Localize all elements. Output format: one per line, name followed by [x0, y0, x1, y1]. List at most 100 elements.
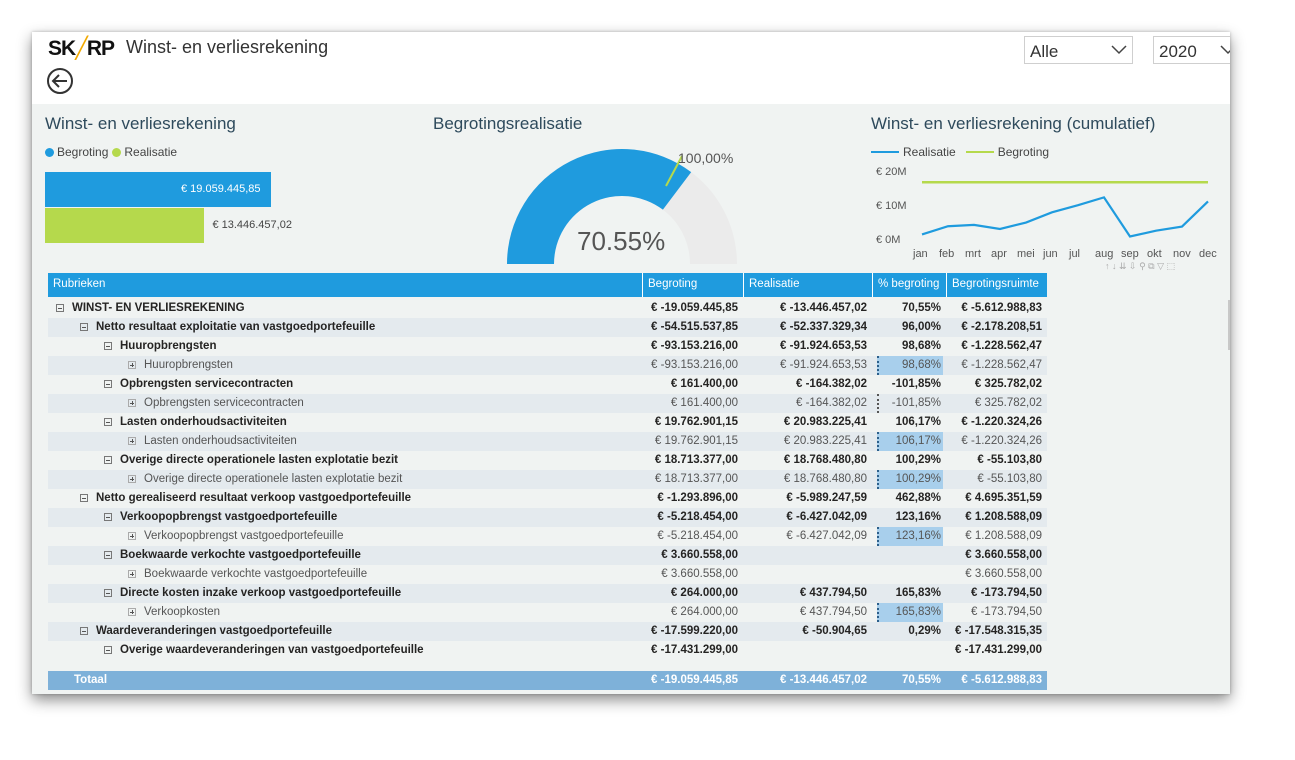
- year-slicer[interactable]: 2020: [1153, 36, 1230, 64]
- gauge-target-label: 100,00%: [678, 150, 734, 166]
- row-label: Boekwaarde verkochte vastgoedportefeuill…: [120, 549, 361, 561]
- total-ruimte: € -5.612.988,83: [961, 674, 1042, 686]
- legend-item-realisatie[interactable]: Realisatie: [871, 145, 956, 159]
- column-header-begrotingsruimte[interactable]: Begrotingsruimte: [946, 273, 1047, 297]
- column-header-realisatie[interactable]: Realisatie: [743, 273, 872, 297]
- table-row: Huuropbrengsten € -93.153.216,00 € -91.924…: [48, 356, 1047, 375]
- cell-pct: [872, 565, 941, 584]
- expand-icon[interactable]: [128, 361, 136, 369]
- row-label: Huuropbrengsten: [144, 359, 233, 371]
- cell-ruimte: € 3.660.558,00: [965, 549, 1042, 561]
- table-row: Directe kosten inzake verkoop vastgoedpo…: [48, 584, 1047, 603]
- collapse-icon[interactable]: [104, 551, 112, 559]
- bar-realisatie[interactable]: [45, 208, 205, 243]
- y-tick-label: € 0M: [876, 234, 901, 246]
- cell-ruimte: € -55.103,80: [977, 454, 1042, 466]
- x-tick-label: aug: [1095, 248, 1114, 260]
- cell-ruimte: € -55.103,80: [977, 473, 1042, 485]
- back-arrow-icon[interactable]: [46, 67, 74, 95]
- expand-icon[interactable]: [128, 570, 136, 578]
- legend-dot: [45, 147, 54, 157]
- report-frame: SK╱RP Winst- en verliesrekening Alle 202…: [32, 32, 1230, 694]
- cell-begroting: € 19.762.901,15: [654, 435, 738, 447]
- legend-item-begroting[interactable]: Begroting: [965, 145, 1049, 159]
- column-header-begroting[interactable]: Begroting: [642, 273, 743, 297]
- cell-ruimte: € -17.548.315,35: [955, 625, 1042, 637]
- category-slicer-value: Alle: [1030, 42, 1059, 61]
- cell-pct: -101,85%: [891, 397, 941, 409]
- gauge-target-line: [665, 155, 683, 187]
- table-row: Boekwaarde verkochte vastgoedportefeuill…: [48, 565, 1047, 584]
- collapse-icon[interactable]: [104, 456, 112, 464]
- cell-ruimte: € 1.208.588,09: [965, 511, 1042, 523]
- expand-icon[interactable]: [128, 399, 136, 407]
- cell-begroting: € 19.762.901,15: [654, 416, 738, 428]
- visual-header-icons[interactable]: ↑ ↓ ⇊ ⇩ ⚲ ⧉ ▽ ⬚: [1105, 261, 1176, 271]
- row-label: Opbrengsten servicecontracten: [144, 397, 304, 409]
- total-label: Totaal: [74, 674, 108, 686]
- legend-item-realisatie[interactable]: Realisatie: [112, 145, 177, 159]
- cell-begroting: € 161.400,00: [670, 378, 738, 390]
- collapse-icon[interactable]: [104, 380, 112, 388]
- cell-realisatie: € -52.337.329,34: [780, 321, 867, 333]
- cell-realisatie: € 437.794,50: [799, 587, 867, 599]
- collapse-icon[interactable]: [80, 323, 88, 331]
- cell-realisatie: € -50.904,65: [802, 625, 867, 637]
- series-line-realisatie[interactable]: [921, 196, 1209, 238]
- expand-icon[interactable]: [128, 475, 136, 483]
- x-tick-label: feb: [939, 248, 955, 260]
- cell-ruimte: € -1.228.562,47: [961, 340, 1042, 352]
- cell-realisatie: € -91.924.653,53: [780, 340, 867, 352]
- cell-begroting: € -1.293.896,00: [657, 492, 738, 504]
- expand-icon[interactable]: [128, 608, 136, 616]
- table-row: Overige waardeveranderingen van vastgoed…: [48, 641, 1047, 660]
- row-label: Waardeveranderingen vastgoedportefeuille: [96, 625, 333, 637]
- cell-begroting: € 3.660.558,00: [661, 549, 738, 561]
- collapse-icon[interactable]: [104, 342, 112, 350]
- cell-pct: 165,83%: [895, 606, 941, 618]
- top-bar: SK╱RP Winst- en verliesrekening Alle 202…: [32, 32, 1230, 104]
- bar-data-label: € 19.059.445,85: [181, 183, 261, 195]
- cell-pct: 100,29%: [895, 473, 941, 485]
- cell-pct: [872, 641, 941, 660]
- cell-pct: 123,16%: [895, 530, 941, 542]
- pct-highlight: [877, 527, 943, 546]
- collapse-icon[interactable]: [104, 513, 112, 521]
- cell-ruimte: € -2.178.208,51: [961, 321, 1042, 333]
- cell-begroting: € -17.599.220,00: [651, 625, 738, 637]
- cell-pct: 98,68%: [901, 340, 941, 352]
- expand-icon[interactable]: [128, 532, 136, 540]
- collapse-icon[interactable]: [80, 627, 88, 635]
- pct-highlight: [877, 432, 943, 451]
- cell-begroting: € 18.713.377,00: [654, 473, 738, 485]
- row-label: Opbrengsten servicecontracten: [120, 378, 294, 390]
- collapse-icon[interactable]: [104, 646, 112, 654]
- bar-begroting[interactable]: [45, 172, 271, 207]
- column-header-rubrieken[interactable]: Rubrieken: [53, 278, 106, 290]
- cell-ruimte: € -17.431.299,00: [955, 644, 1042, 656]
- line-legend: Realisatie Begroting: [871, 145, 1053, 159]
- x-tick-label: nov: [1173, 248, 1191, 260]
- legend-item-begroting[interactable]: Begroting: [45, 145, 108, 159]
- cell-realisatie: € 18.768.480,80: [783, 454, 867, 466]
- category-slicer[interactable]: Alle: [1024, 36, 1133, 64]
- table-header: Rubrieken Begroting Realisatie % begroti…: [48, 273, 1047, 297]
- table-row: Waardeveranderingen vastgoedportefeuille…: [48, 622, 1047, 641]
- table-scrollbar[interactable]: [1228, 300, 1230, 350]
- row-label: Boekwaarde verkochte vastgoedportefeuill…: [144, 568, 368, 580]
- collapse-icon[interactable]: [56, 304, 64, 312]
- collapse-icon[interactable]: [104, 418, 112, 426]
- collapse-icon[interactable]: [104, 589, 112, 597]
- cell-begroting: € -54.515.537,85: [651, 321, 738, 333]
- cell-ruimte: € -1.220.324,26: [961, 416, 1042, 428]
- total-begroting: € -19.059.445,85: [651, 674, 738, 686]
- row-label: Overige directe operationele lasten expl…: [144, 473, 403, 485]
- expand-icon[interactable]: [128, 437, 136, 445]
- cell-ruimte: € 325.782,02: [974, 378, 1042, 390]
- column-header-pct-begroting[interactable]: % begroting: [872, 273, 946, 297]
- cell-realisatie: € -164.382,02: [796, 397, 867, 409]
- year-slicer-value: 2020: [1159, 42, 1197, 61]
- cell-begroting: € -93.153.216,00: [651, 359, 738, 371]
- collapse-icon[interactable]: [80, 494, 88, 502]
- row-label: Verkoopopbrengst vastgoedportefeuille: [120, 511, 338, 523]
